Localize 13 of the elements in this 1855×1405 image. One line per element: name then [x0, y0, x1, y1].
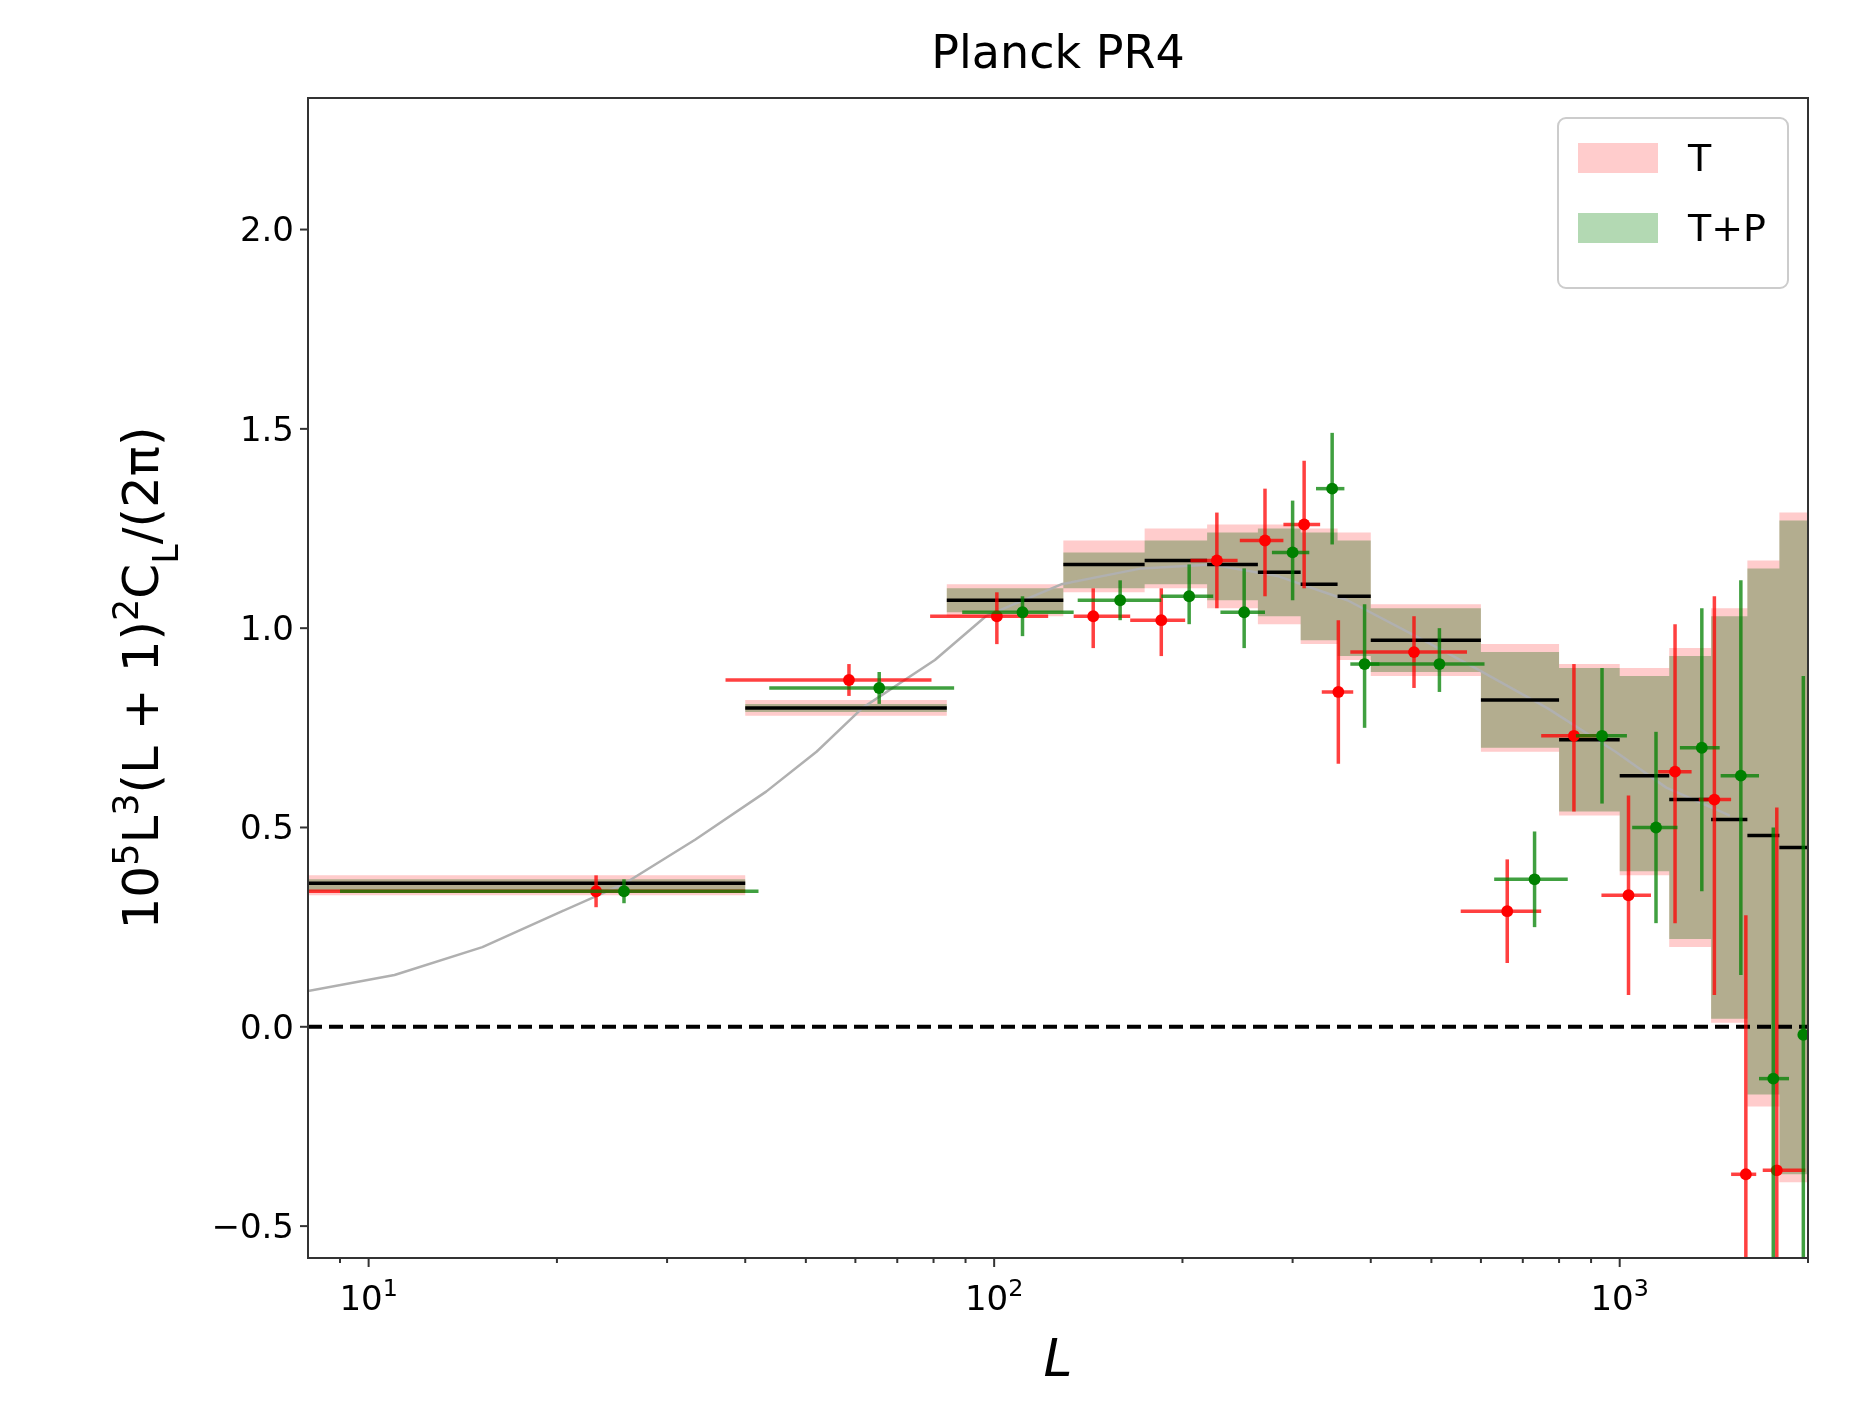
- chart-title: Planck PR4: [931, 25, 1185, 79]
- y-tick-label: 0.5: [239, 807, 294, 848]
- legend-label: T+P: [1687, 206, 1766, 251]
- y-tick-label: 1.0: [239, 608, 294, 649]
- x-tick-label: 10$^{3}$: [1590, 1274, 1649, 1318]
- x-tick-label: 10$^{2}$: [964, 1274, 1024, 1318]
- y-tick-label: −0.5: [211, 1206, 294, 1247]
- y-tick-label: 1.5: [239, 408, 294, 449]
- y-tick-label: 0.0: [239, 1006, 294, 1047]
- x-tick-label: 10$^{1}$: [339, 1274, 398, 1318]
- y-tick-label: 2.0: [239, 209, 294, 250]
- legend-label: T: [1687, 136, 1712, 181]
- x-axis-title: L: [1043, 1328, 1073, 1388]
